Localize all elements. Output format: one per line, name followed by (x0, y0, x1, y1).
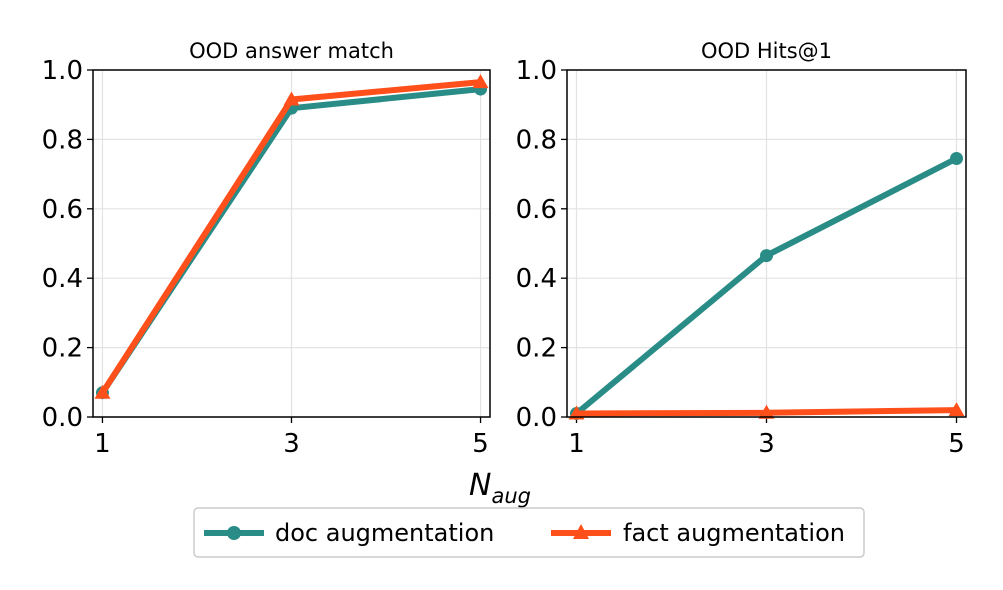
legend-fact-label: fact augmentation (623, 519, 845, 547)
data-point-doc (760, 249, 773, 263)
legend-frame (193, 507, 865, 558)
data-point-fact (472, 74, 489, 89)
legend-fact-swatch-marker (573, 524, 589, 539)
x-tick-label: 3 (283, 429, 300, 459)
x-axis-label-main: N (469, 468, 491, 503)
data-point-fact (948, 402, 965, 417)
y-tick-label: 1.0 (516, 56, 557, 86)
legend-doc-swatch-marker (227, 526, 241, 540)
legend: doc augmentation fact augmentation (193, 507, 865, 558)
x-axis-label-subscript: aug (491, 484, 531, 508)
y-tick-label: 0.0 (42, 403, 83, 433)
y-tick-label: 0.4 (42, 264, 83, 294)
chart-answer-match: 0.0 0.2 0.4 0.6 0.8 1.0 1 3 5 OOD answer match (42, 39, 491, 459)
y-tick-label: 0.2 (516, 334, 557, 364)
y-tick-label: 0.2 (42, 334, 83, 364)
legend-doc-label: doc augmentation (275, 519, 494, 547)
data-point-fact (568, 405, 585, 420)
y-tick-label: 0.8 (516, 125, 557, 155)
chart-title: OOD Hits@1 (701, 39, 832, 63)
x-axis-label: Naug (469, 468, 531, 508)
plot-frame (92, 69, 491, 418)
y-tick-label: 0.0 (516, 403, 557, 433)
x-tick-label: 3 (758, 429, 775, 459)
y-tick-label: 1.0 (42, 56, 83, 86)
x-tick-label: 5 (948, 429, 965, 459)
y-tick-label: 0.6 (516, 195, 557, 225)
x-tick-label: 1 (94, 429, 111, 459)
data-point-fact (758, 404, 775, 419)
data-point-fact (283, 91, 300, 106)
data-point-fact (94, 384, 111, 399)
data-point-doc (950, 151, 963, 165)
plot-frame (566, 69, 967, 418)
chart-title: OOD answer match (189, 39, 394, 63)
y-tick-label: 0.8 (42, 125, 83, 155)
x-tick-label: 5 (472, 429, 489, 459)
chart-hits-at-1: 0.0 0.2 0.4 0.6 0.8 1.0 1 3 5 OOD Hits@1 (516, 39, 967, 459)
y-tick-label: 0.4 (516, 264, 557, 294)
y-tick-label: 0.6 (42, 195, 83, 225)
x-tick-label: 1 (568, 429, 585, 459)
